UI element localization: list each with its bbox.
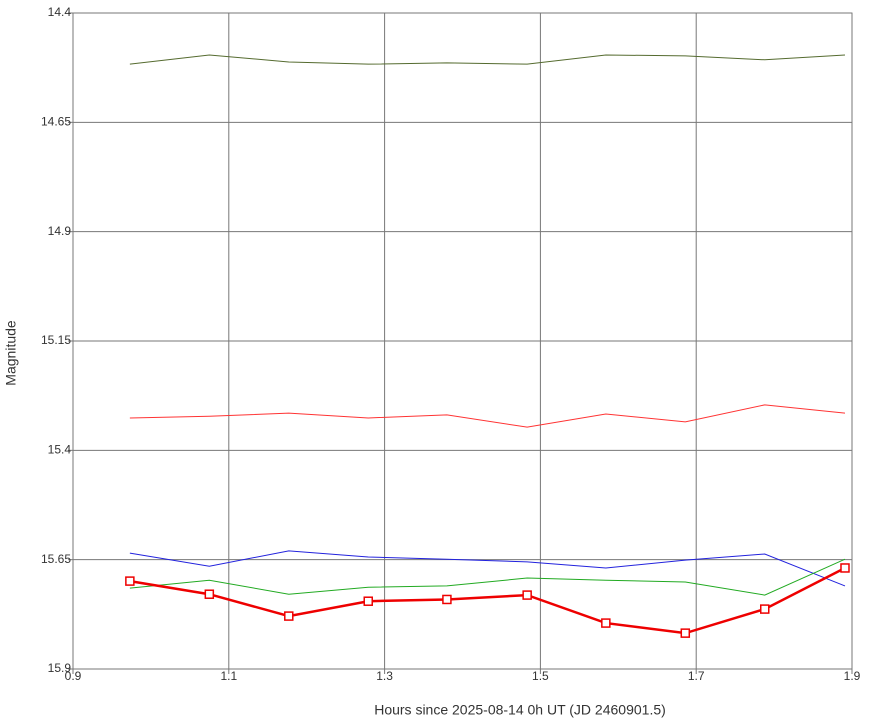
x-axis-label: Hours since 2025-08-14 0h UT (JD 2460901… <box>374 702 666 718</box>
point-marker <box>840 563 850 573</box>
x-tick-label: 1.9 <box>844 669 861 683</box>
y-tick-label: 15.4 <box>48 443 72 457</box>
point-marker <box>680 628 691 638</box>
point-marker <box>442 594 452 605</box>
y-tick-label: 15.9 <box>48 661 72 675</box>
series-line <box>129 550 846 587</box>
x-tick-label: 1.1 <box>220 669 237 683</box>
y-tick-label: 14.9 <box>48 224 72 238</box>
point-marker <box>284 611 294 621</box>
point-marker <box>363 596 373 606</box>
series-line <box>129 404 846 428</box>
y-tick-label: 15.65 <box>41 552 71 566</box>
series-line <box>129 566 846 635</box>
x-tick-label: 1.3 <box>376 669 393 683</box>
y-tick-label: 14.65 <box>41 115 71 129</box>
series-line <box>129 54 846 65</box>
point-marker <box>125 576 135 586</box>
point-marker <box>601 618 611 628</box>
series-line <box>129 558 846 596</box>
y-axis-label: Magnitude <box>3 320 19 386</box>
x-tick-label: 1.7 <box>688 669 705 683</box>
x-tick-label: 0.9 <box>65 669 82 683</box>
point-marker <box>760 604 770 614</box>
x-tick-label: 1.5 <box>532 669 549 683</box>
y-tick-label: 15.15 <box>41 333 71 347</box>
point-marker <box>522 590 532 600</box>
y-tick-label: 14.4 <box>48 5 72 19</box>
point-marker <box>204 589 215 599</box>
